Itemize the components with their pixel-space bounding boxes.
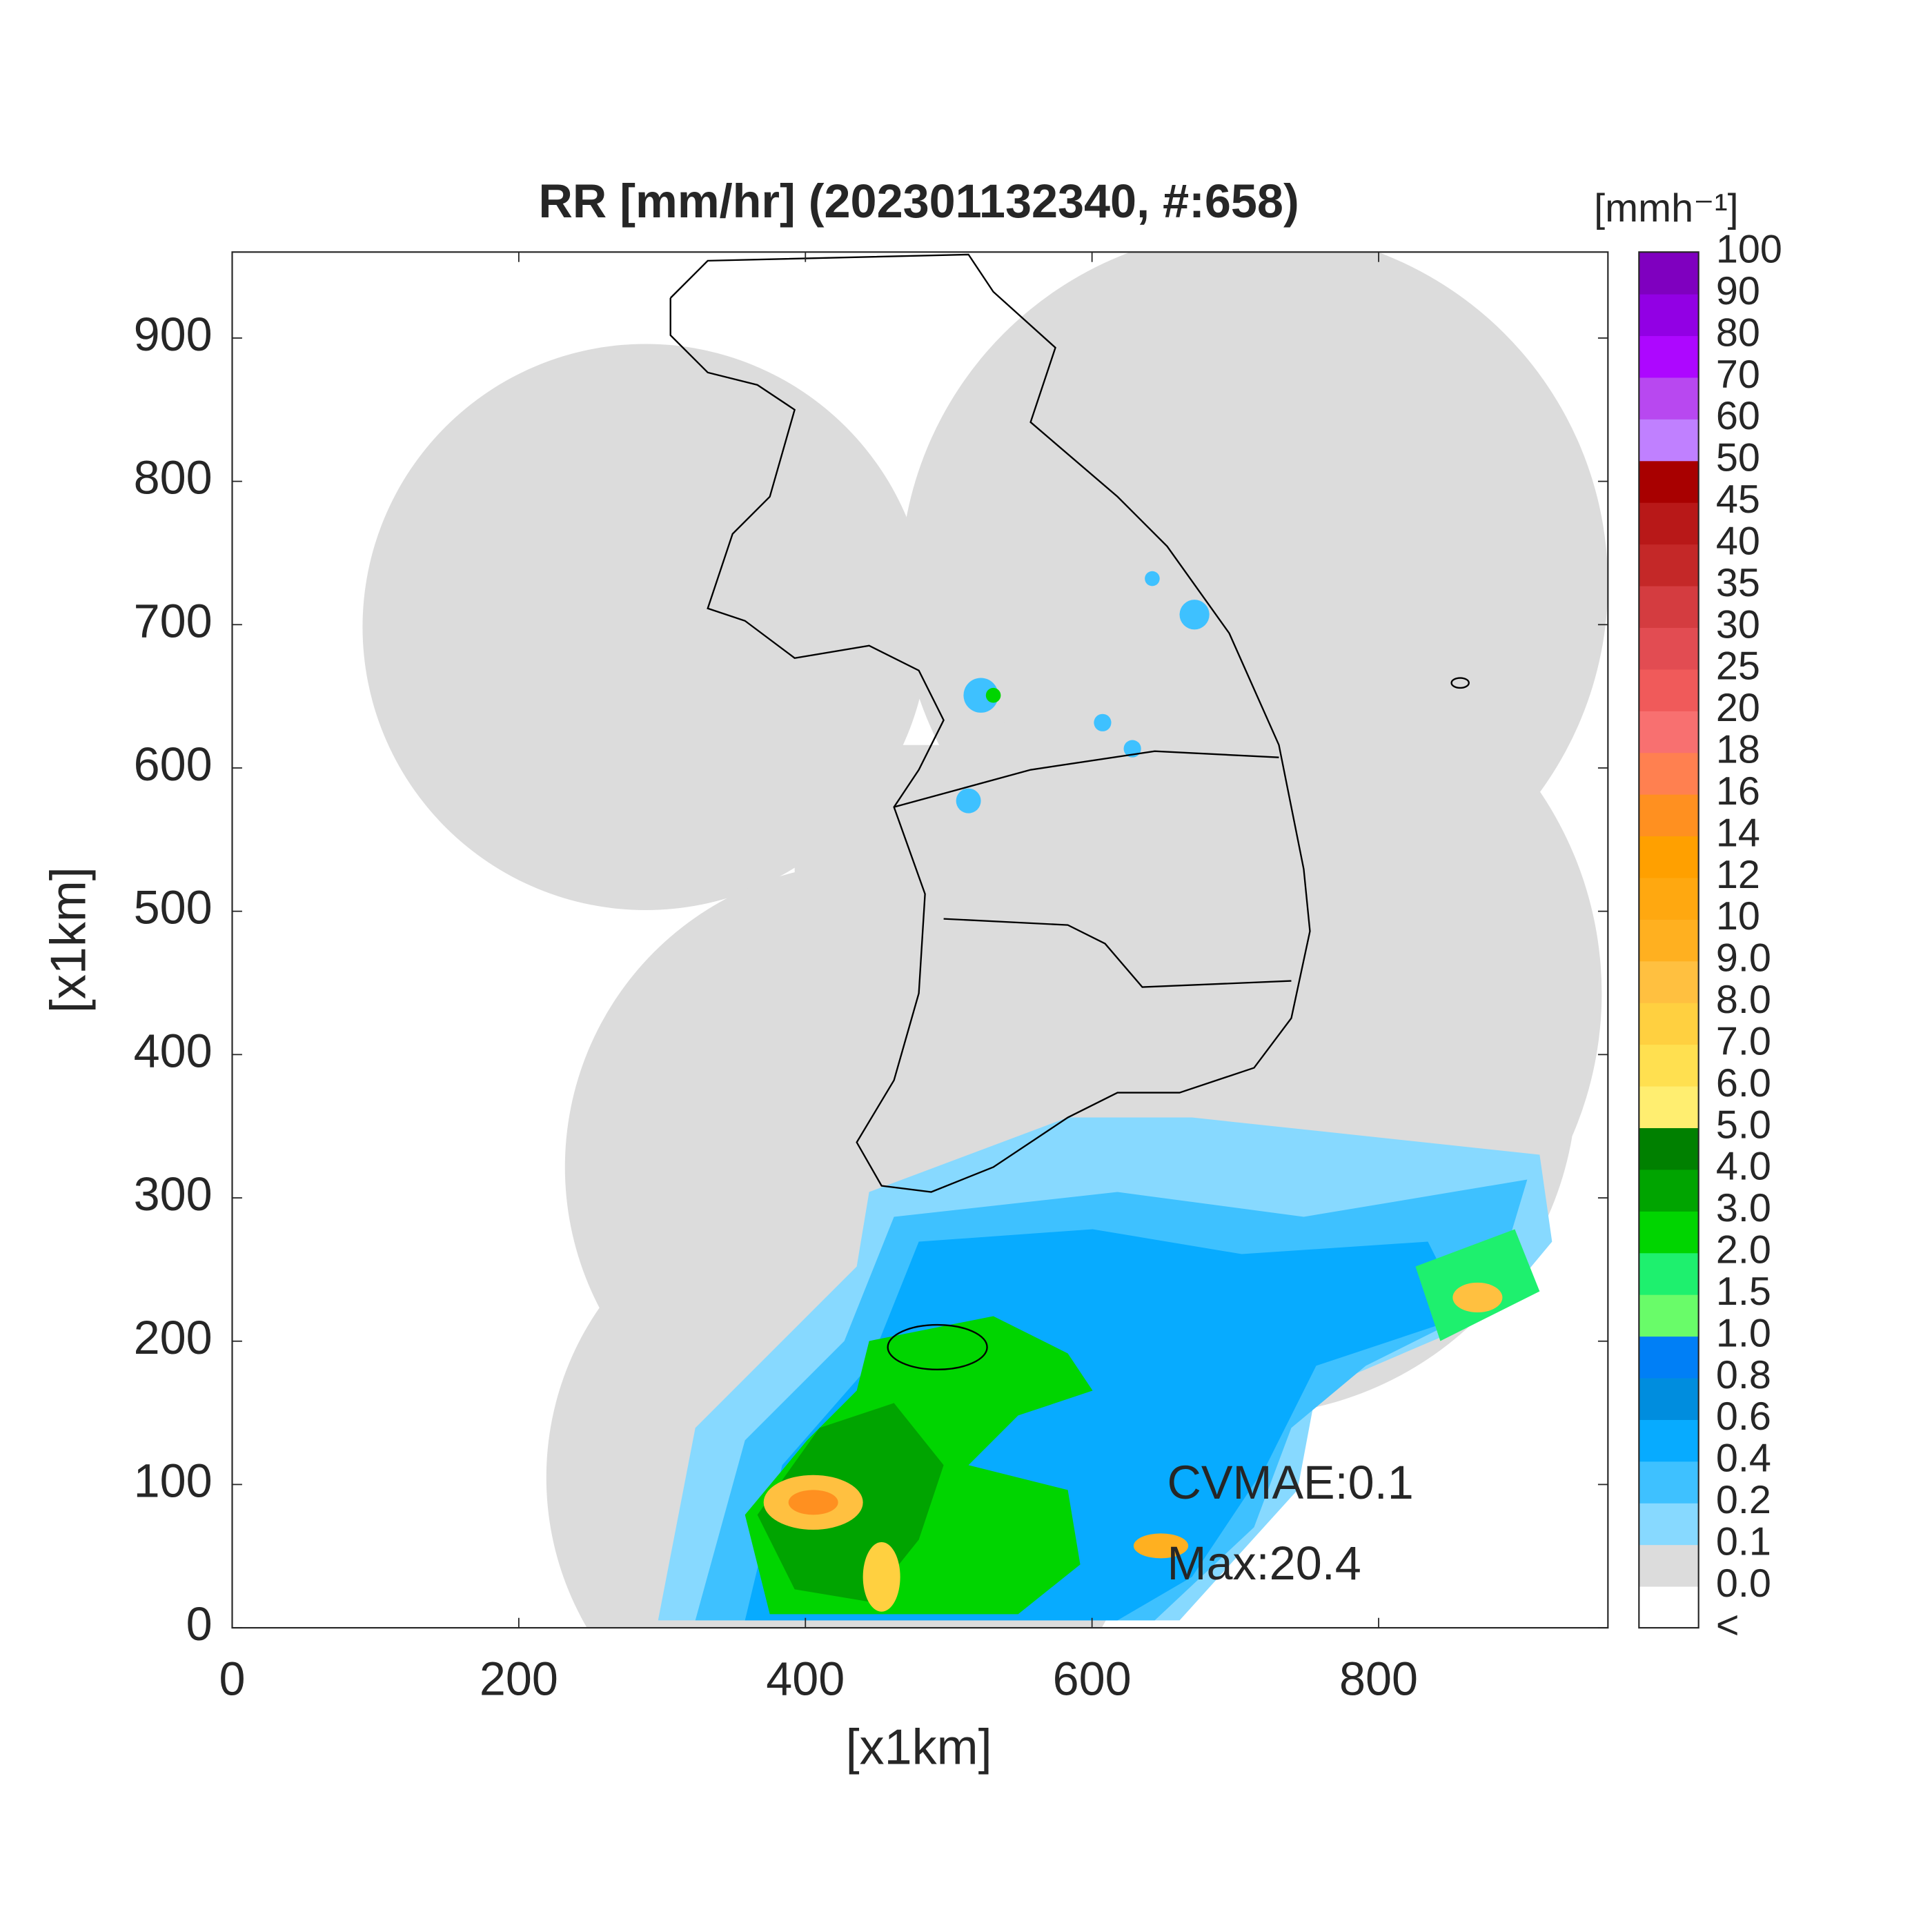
colorbar-label: 45 (1716, 477, 1760, 522)
colorbar-label: 100 (1716, 227, 1782, 271)
colorbar-label: 8.0 (1716, 978, 1771, 1022)
annotation: Max:20.4 (1167, 1537, 1361, 1590)
colorbar-label: 90 (1716, 269, 1760, 313)
colorbar-segment (1639, 1377, 1699, 1420)
colorbar-label: 18 (1716, 728, 1760, 772)
colorbar-label: 35 (1716, 561, 1760, 605)
colorbar-segment (1639, 793, 1699, 837)
colorbar-segment (1639, 1085, 1699, 1128)
colorbar-segment (1639, 877, 1699, 920)
colorbar-segment (1639, 293, 1699, 337)
colorbar-label: 9.0 (1716, 936, 1771, 980)
colorbar-label: 2.0 (1716, 1228, 1771, 1272)
colorbar-segment (1639, 1127, 1699, 1170)
colorbar-segment (1639, 1586, 1699, 1629)
colorbar-label: 5.0 (1716, 1103, 1771, 1147)
colorbar-segment (1639, 335, 1699, 378)
colorbar-segment (1639, 1502, 1699, 1546)
colorbar-segment (1639, 669, 1699, 711)
colorbar-segment (1639, 418, 1699, 462)
colorbar-label: 16 (1716, 769, 1760, 814)
y-tick-label: 600 (134, 738, 213, 791)
colorbar-label: 40 (1716, 519, 1760, 563)
colorbar-segment (1639, 1461, 1699, 1504)
colorbar-segment (1639, 252, 1699, 295)
colorbar-label: 0.1 (1716, 1519, 1771, 1564)
colorbar-label: 60 (1716, 394, 1760, 438)
colorbar-label: 1.0 (1716, 1311, 1771, 1355)
colorbar-segment (1639, 585, 1699, 628)
precipitation (658, 571, 1552, 1621)
colorbar-label: 25 (1716, 644, 1760, 689)
colorbar-label: 80 (1716, 310, 1760, 355)
plot-frame (231, 251, 1609, 1629)
colorbar-segment (1639, 1336, 1699, 1379)
colorbar-label: 4.0 (1716, 1145, 1771, 1189)
colorbar-label: 20 (1716, 686, 1760, 730)
y-tick-label: 300 (134, 1168, 213, 1221)
colorbar-segment (1639, 1544, 1699, 1587)
colorbar-segment (1639, 836, 1699, 878)
y-tick-label: 800 (134, 452, 213, 504)
coastline (669, 253, 1470, 1371)
y-tick-label: 400 (134, 1025, 213, 1077)
colorbar-segment (1639, 544, 1699, 586)
y-tick-label: 0 (186, 1598, 213, 1650)
colorbar-segment (1639, 1210, 1699, 1254)
colorbar-segment (1639, 710, 1699, 753)
x-tick-label: 400 (766, 1653, 845, 1705)
colorbar-label: 0.0 (1716, 1561, 1771, 1606)
colorbar-label: 6.0 (1716, 1061, 1771, 1105)
colorbar-label: 12 (1716, 853, 1760, 897)
y-tick-label: 200 (134, 1312, 213, 1364)
colorbar-label: 0.6 (1716, 1394, 1771, 1439)
colorbar-segment (1639, 919, 1699, 962)
radar-map (362, 252, 1608, 1628)
colorbar-segment (1639, 1252, 1699, 1295)
colorbar-label: 70 (1716, 353, 1760, 397)
colorbar-segment (1639, 1044, 1699, 1087)
colorbar-segment (1639, 1419, 1699, 1462)
x-tick-label: 200 (480, 1653, 558, 1705)
y-tick-label: 500 (134, 882, 213, 934)
colorbar-segment (1639, 627, 1699, 670)
x-tick-label: 600 (1053, 1653, 1132, 1705)
colorbar-label: 10 (1716, 894, 1760, 938)
colorbar-label: 30 (1716, 602, 1760, 647)
y-axis-label: [x1km] (41, 867, 96, 1013)
colorbar-segment (1639, 1169, 1699, 1212)
x-tick-label: 0 (219, 1653, 245, 1705)
title: RR [mm/hr] (202301132340, #:658) (539, 175, 1299, 228)
x-axis-label: [x1km] (846, 1719, 992, 1775)
colorbar-label: 1.5 (1716, 1270, 1771, 1314)
colorbar-segment (1639, 377, 1699, 420)
colorbar-frame (1638, 251, 1699, 1629)
colorbar-segment (1639, 1294, 1699, 1337)
colorbar-label: 50 (1716, 436, 1760, 480)
colorbar-segment (1639, 752, 1699, 795)
annotation: CVMAE:0.1 (1167, 1457, 1414, 1509)
colorbar-label: 3.0 (1716, 1186, 1771, 1230)
colorbar-label: < (1716, 1603, 1739, 1647)
colorbar-label: 0.4 (1716, 1437, 1771, 1481)
colorbar-segment (1639, 960, 1699, 1003)
y-tick-label: 700 (134, 595, 213, 647)
y-tick-label: 900 (134, 308, 213, 361)
colorbar-label: 14 (1716, 811, 1760, 855)
colorbar-segment (1639, 460, 1699, 503)
colorbar-unit: [mmh⁻¹] (1594, 186, 1739, 230)
y-tick-label: 100 (134, 1455, 213, 1507)
colorbar-segment (1639, 1002, 1699, 1045)
colorbar-segment (1639, 502, 1699, 545)
x-tick-label: 800 (1339, 1653, 1418, 1705)
colorbar-label: 7.0 (1716, 1019, 1771, 1063)
colorbar-label: 0.8 (1716, 1353, 1771, 1397)
colorbar-label: 0.2 (1716, 1478, 1771, 1522)
